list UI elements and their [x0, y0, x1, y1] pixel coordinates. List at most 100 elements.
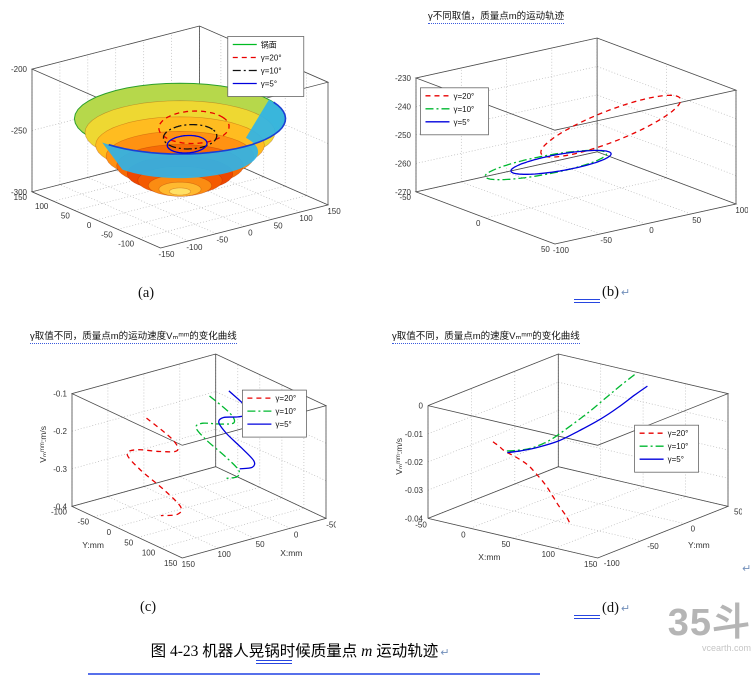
- revision-mark-d: [574, 615, 600, 619]
- svg-text:-0.3: -0.3: [53, 465, 67, 474]
- svg-text:50: 50: [274, 221, 283, 230]
- wok-surface: [73, 82, 287, 197]
- svg-text:50: 50: [61, 212, 70, 221]
- series-γ=20°: [492, 441, 572, 526]
- svg-text:0: 0: [294, 530, 299, 539]
- svg-text:-50: -50: [78, 518, 90, 527]
- svg-text:-150: -150: [158, 250, 175, 259]
- grid: [415, 37, 737, 245]
- svg-text:-300: -300: [11, 188, 28, 197]
- svg-text:Vₘᵐᵐ:m/s: Vₘᵐᵐ:m/s: [38, 426, 48, 463]
- axes-box: [427, 353, 730, 559]
- svg-text:Vₘᵐᵐ:m/s: Vₘᵐᵐ:m/s: [394, 438, 404, 475]
- svg-text:100: 100: [542, 550, 556, 559]
- spellcheck-underline-caption: [256, 660, 292, 664]
- svg-text:-100: -100: [51, 507, 68, 516]
- chart-c-canvas: 150 100 50 0 -50 -100 -50 0 50 100 150 -0.4 -0.3 -0.2…: [38, 353, 336, 569]
- svg-text:-100: -100: [118, 240, 135, 249]
- svg-text:-50: -50: [399, 193, 411, 202]
- chart-b-canvas: -100 -50 0 50 100 -50 0 50 -270 -260 -250 -240 -230 γ…: [395, 37, 748, 255]
- series-γ=5°: [510, 149, 612, 175]
- legend: γ=20° γ=10° γ=5°: [420, 87, 489, 136]
- svg-text:100: 100: [735, 206, 748, 215]
- svg-text:γ=10°: γ=10°: [261, 66, 282, 75]
- svg-text:50: 50: [541, 245, 550, 254]
- paragraph-mark-b: ↵: [620, 286, 631, 299]
- caption-variable-m: m: [361, 643, 373, 660]
- revision-mark-b: [574, 299, 600, 303]
- chart-a-canvas: -150-100-50050100150-100-50050100150-300…: [11, 25, 341, 259]
- trajectory-series: [484, 94, 682, 181]
- svg-text:γ=20°: γ=20°: [261, 53, 282, 62]
- trajectory-series: [158, 110, 230, 154]
- legend: γ=20° γ=10° γ=5°: [241, 389, 307, 438]
- legend: 锅面 γ=20° γ=10° γ=5°: [227, 36, 305, 97]
- svg-text:100: 100: [299, 214, 313, 223]
- chart-d-canvas: -50 0 50 100 150 -100 -50 0 50 -0.04 -0.03 -0.02 -0.…: [394, 353, 742, 569]
- subplot-a-label-text: (a): [138, 285, 155, 301]
- svg-text:Y:mm: Y:mm: [82, 540, 104, 550]
- subplot-a: -150 -100 -50 0 50 100 150 -100 -50 0 50 100 150 -300…: [6, 12, 342, 284]
- subplot-b-label-text: (b): [602, 284, 619, 300]
- figure-caption: 图 4-23 机器人晃锅时候质量点 m 运动轨迹 ↵: [40, 639, 560, 661]
- svg-text:-50: -50: [217, 236, 229, 245]
- tick-labels: 150 100 50 0 -50 -100 -50 0 50 100 150 -0.4 -0.3 -0.2…: [38, 390, 336, 569]
- svg-text:-200: -200: [11, 65, 28, 74]
- svg-text:-0.01: -0.01: [405, 430, 424, 439]
- svg-text:0: 0: [649, 226, 654, 235]
- paragraph-mark-margin: ↵: [742, 562, 752, 575]
- svg-text:-230: -230: [395, 74, 412, 83]
- svg-text:150: 150: [14, 193, 28, 202]
- svg-text:-250: -250: [11, 127, 28, 136]
- svg-text:γ=10°: γ=10°: [668, 442, 689, 451]
- svg-text:100: 100: [218, 550, 232, 559]
- subplot-c-label: (c): [140, 599, 156, 616]
- series-γ=10°: [506, 374, 636, 452]
- trajectory-series: [492, 374, 648, 526]
- watermark-site: vcearth.com: [701, 642, 751, 653]
- svg-text:100: 100: [35, 202, 49, 211]
- svg-text:50: 50: [501, 540, 510, 549]
- paragraph-mark-d: ↵: [620, 602, 631, 615]
- svg-text:-50: -50: [647, 542, 659, 551]
- svg-text:-250: -250: [395, 131, 412, 140]
- svg-text:-100: -100: [604, 559, 621, 568]
- svg-text:150: 150: [164, 559, 178, 568]
- svg-text:-50: -50: [415, 520, 427, 529]
- svg-text:-100: -100: [553, 246, 570, 255]
- svg-text:γ=20°: γ=20°: [453, 92, 474, 101]
- series-γ=10°: [195, 395, 241, 480]
- svg-text:γ=10°: γ=10°: [275, 407, 296, 416]
- caption-suffix: 运动轨迹: [372, 643, 439, 660]
- svg-text:50: 50: [256, 540, 265, 549]
- bottom-underline: [88, 673, 540, 675]
- subplot-a-label: (a): [138, 285, 154, 302]
- subplot-d: -50 0 50 100 150 -100 -50 0 50 -0.04 -0.03 -0.02 -0.…: [384, 328, 742, 598]
- svg-text:150: 150: [327, 207, 341, 216]
- svg-text:0: 0: [107, 528, 112, 537]
- svg-text:150: 150: [182, 560, 196, 569]
- svg-text:0: 0: [248, 228, 253, 237]
- subplot-d-label-text: (d): [602, 600, 619, 616]
- svg-text:锅面: 锅面: [261, 39, 277, 49]
- svg-text:-50: -50: [600, 236, 612, 245]
- svg-text:-100: -100: [186, 243, 203, 252]
- tick-labels: -100 -50 0 50 100 -50 0 50 -270 -260 -250 -240 -230: [395, 74, 748, 255]
- series-γ=10°: [484, 149, 608, 181]
- subplot-c-label-text: (c): [140, 599, 157, 615]
- svg-text:γ=5°: γ=5°: [275, 420, 291, 429]
- svg-text:-270: -270: [395, 188, 412, 197]
- svg-text:0: 0: [419, 402, 424, 411]
- svg-text:γ=10°: γ=10°: [453, 105, 474, 114]
- watermark-logo: 35斗: [667, 602, 751, 644]
- svg-text:Y:mm: Y:mm: [688, 540, 710, 550]
- svg-text:-0.02: -0.02: [405, 458, 424, 467]
- svg-text:100: 100: [142, 549, 156, 558]
- svg-text:γ=5°: γ=5°: [261, 79, 277, 88]
- chart-b-title: γ不同取值，质量点m的运动轨迹: [428, 11, 565, 25]
- svg-text:-0.1: -0.1: [53, 390, 67, 399]
- axes-box: [70, 353, 328, 559]
- series-γ=20°: [540, 94, 682, 158]
- svg-text:-0.2: -0.2: [53, 427, 67, 436]
- svg-text:-240: -240: [395, 103, 412, 112]
